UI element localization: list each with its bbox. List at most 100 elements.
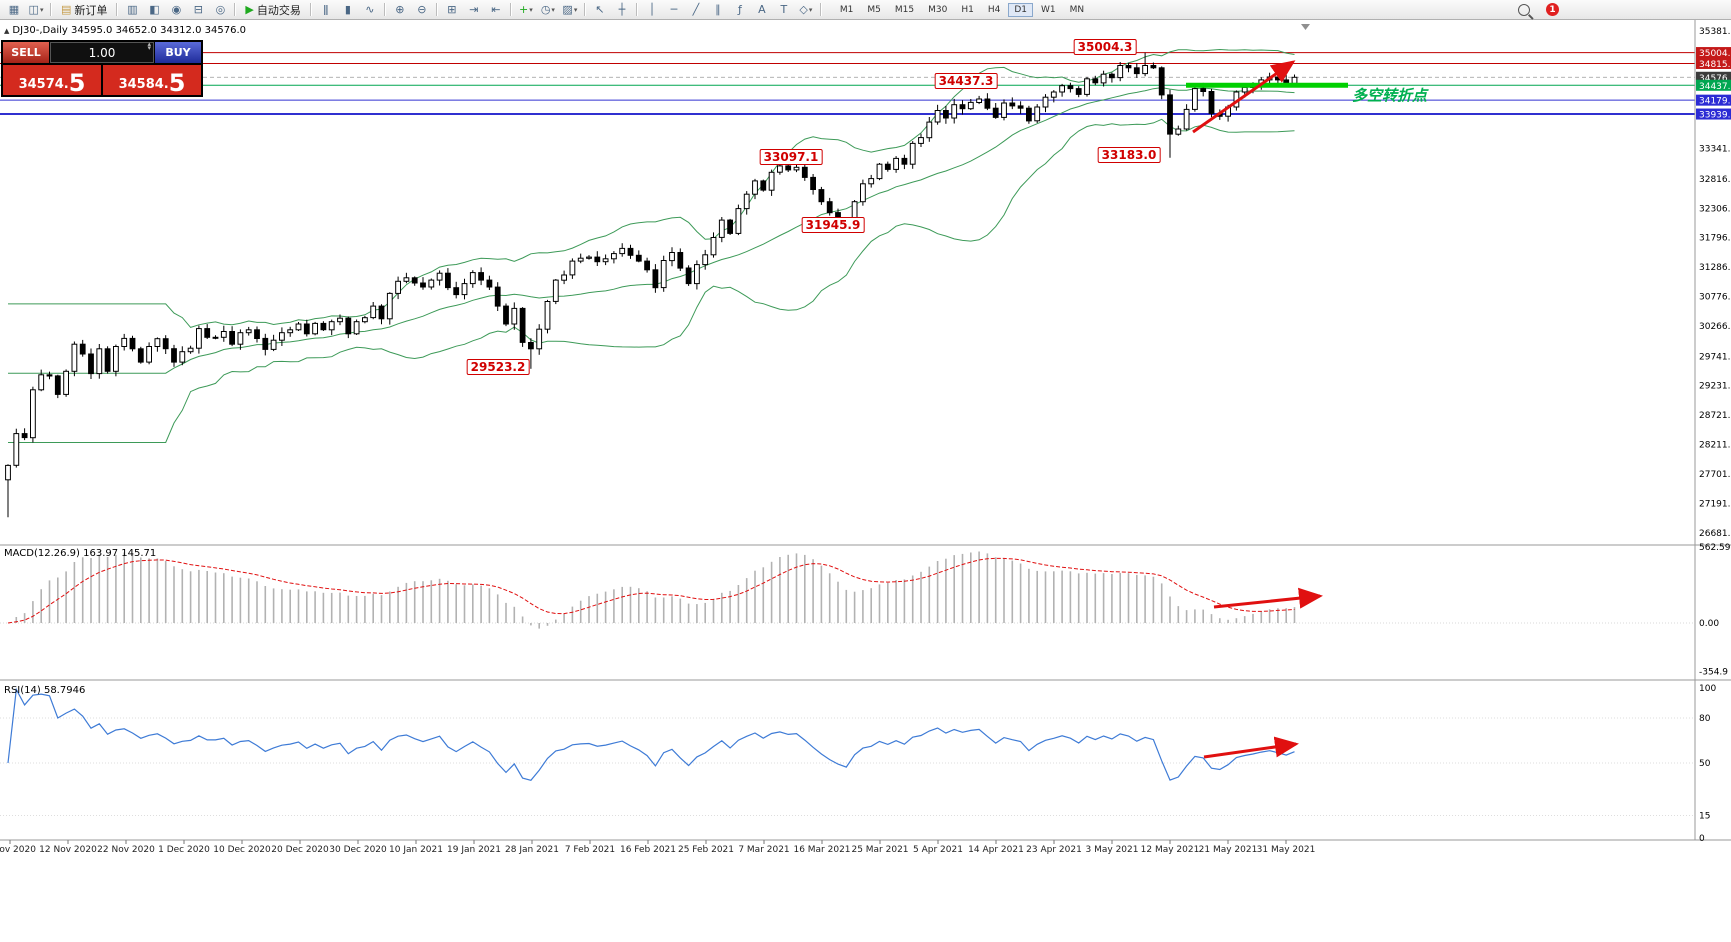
svg-text:0: 0 xyxy=(1699,834,1705,844)
horizontal-line-icon[interactable]: ─ xyxy=(664,2,684,18)
timeframe-d1[interactable]: D1 xyxy=(1008,2,1033,17)
sell-price-pips: 5 xyxy=(68,68,86,97)
data-window-icon[interactable]: ◧ xyxy=(144,2,164,18)
volume-up-icon[interactable]: ▴ xyxy=(147,40,151,48)
volume-down-icon[interactable]: ▾ xyxy=(147,43,151,52)
svg-text:80: 80 xyxy=(1699,714,1711,724)
svg-text:7 Feb 2021: 7 Feb 2021 xyxy=(565,845,615,855)
toolbar-separator xyxy=(383,3,386,16)
indicators-button[interactable]: + ▾ xyxy=(516,2,536,18)
vertical-line-icon[interactable]: │ xyxy=(642,2,662,18)
chart-shift-icon[interactable]: ⇤ xyxy=(486,2,506,18)
toolbar-separator xyxy=(234,3,237,16)
market-watch-icon[interactable]: ▥ xyxy=(122,2,142,18)
buy-button[interactable]: BUY xyxy=(155,42,201,63)
new-chart-icon[interactable]: ▦ xyxy=(4,2,24,18)
svg-text:1 Dec 2020: 1 Dec 2020 xyxy=(158,845,210,855)
text-icon[interactable]: A xyxy=(752,2,772,18)
toolbar-separator xyxy=(50,3,52,16)
volume-input[interactable]: 1.00 ▴ ▾ xyxy=(50,40,154,63)
svg-text:30266.0: 30266.0 xyxy=(1699,322,1731,332)
buy-price[interactable]: 34584. 5 xyxy=(103,65,201,95)
svg-text:100: 100 xyxy=(1699,684,1716,694)
timeframe-m15[interactable]: M15 xyxy=(894,4,915,15)
bar-chart-icon[interactable]: ǁ xyxy=(316,2,336,18)
line-chart-icon: ∿ xyxy=(365,3,375,16)
svg-text:19 Jan 2021: 19 Jan 2021 xyxy=(447,845,501,855)
toolbar-separator xyxy=(435,3,438,16)
svg-text:34179.5: 34179.5 xyxy=(1699,97,1731,107)
panel-separators xyxy=(0,544,1731,841)
shapes-icon[interactable]: ◇ ▾ xyxy=(796,2,816,18)
notification-badge[interactable]: 1 xyxy=(1546,3,1559,16)
timeframe-mn[interactable]: MN xyxy=(1069,4,1085,15)
svg-text:16 Feb 2021: 16 Feb 2021 xyxy=(620,845,676,855)
cursor-icon[interactable]: ↖ xyxy=(590,2,610,18)
data-window-icon: ◧ xyxy=(149,3,160,16)
periods-button[interactable]: ◷ ▾ xyxy=(538,2,558,18)
svg-text:4 Nov 2020: 4 Nov 2020 xyxy=(0,845,36,855)
search-icon[interactable] xyxy=(1518,4,1530,16)
svg-text:7 Mar 2021: 7 Mar 2021 xyxy=(738,845,789,855)
terminal-icon[interactable]: ⊟ xyxy=(188,2,208,18)
svg-text:28721.0: 28721.0 xyxy=(1699,411,1731,421)
label-icon[interactable]: T xyxy=(774,2,794,18)
trendline-icon[interactable]: ╱ xyxy=(686,2,706,18)
rsi-panel: 100 80 50 15 0 xyxy=(0,684,1716,844)
tile-windows-icon[interactable]: ⊞ xyxy=(442,2,462,18)
channel-icon: ∥ xyxy=(715,3,721,16)
svg-text:-354.9: -354.9 xyxy=(1699,668,1728,678)
auto-trading-button[interactable]: ▶ 自动交易 xyxy=(239,1,306,19)
timeframe-m5[interactable]: M5 xyxy=(867,4,881,15)
timeframe-m1[interactable]: M1 xyxy=(839,4,854,15)
caret-down-icon: ▾ xyxy=(573,5,578,14)
profiles-icon[interactable]: ◫ ▾ xyxy=(26,2,46,18)
auto-trading-button-label: 自动交易 xyxy=(256,3,301,17)
horizontal-level-lines[interactable] xyxy=(0,52,1695,116)
svg-text:34815.3: 34815.3 xyxy=(1699,60,1731,70)
sell-button[interactable]: SELL xyxy=(3,42,49,63)
svg-text:33939.0: 33939.0 xyxy=(1699,111,1731,121)
fibonacci-icon[interactable]: ƒ xyxy=(730,2,750,18)
timeframe-h1[interactable]: H1 xyxy=(961,4,974,15)
strategy-tester-icon[interactable]: ◎ xyxy=(210,2,230,18)
candlestick-chart-icon[interactable]: ▮ xyxy=(338,2,358,18)
svg-text:23 Apr 2021: 23 Apr 2021 xyxy=(1026,845,1082,855)
caret-down-icon: ▾ xyxy=(529,5,533,14)
price-axis[interactable]: 35381.0 33341.3 32816.0 32306.0 31796.0 31286… xyxy=(1694,20,1731,840)
channel-icon[interactable]: ∥ xyxy=(708,2,728,18)
sell-price[interactable]: 34574. 5 xyxy=(3,65,101,95)
svg-text:3 May 2021: 3 May 2021 xyxy=(1086,845,1139,855)
zoom-in-icon[interactable]: ⊕ xyxy=(390,2,410,18)
svg-text:25 Feb 2021: 25 Feb 2021 xyxy=(678,845,734,855)
templates-button[interactable]: ▨ ▾ xyxy=(560,2,580,18)
svg-text:32816.0: 32816.0 xyxy=(1699,175,1731,185)
timeframe-w1[interactable]: W1 xyxy=(1040,4,1056,15)
fibonacci-icon: ƒ xyxy=(737,3,742,16)
svg-text:25 Mar 2021: 25 Mar 2021 xyxy=(851,845,908,855)
svg-text:14 Apr 2021: 14 Apr 2021 xyxy=(968,845,1024,855)
expand-triangle-icon[interactable]: ▲ xyxy=(4,27,10,35)
new-order-button[interactable]: ▤ 新订单 xyxy=(55,1,113,19)
svg-text:32306.0: 32306.0 xyxy=(1699,204,1731,214)
navigator-icon[interactable]: ◉ xyxy=(166,2,186,18)
bollinger-bands xyxy=(8,48,1295,443)
candlestick-series xyxy=(5,24,1310,518)
crosshair-icon[interactable]: ┼ xyxy=(612,2,632,18)
timeframe-h4[interactable]: H4 xyxy=(987,4,1001,15)
auto-scroll-icon[interactable]: ⇥ xyxy=(464,2,484,18)
svg-text:33341.3: 33341.3 xyxy=(1699,145,1731,155)
svg-text:35004.3: 35004.3 xyxy=(1699,49,1731,59)
one-click-trading-panel: SELL 1.00 ▴ ▾ BUY 34574. 5 34584. 5 xyxy=(1,40,203,97)
svg-text:22 Nov 2020: 22 Nov 2020 xyxy=(97,845,155,855)
timeframe-m30[interactable]: M30 xyxy=(928,4,948,15)
new-chart-icon: ▦ xyxy=(8,3,20,16)
zoom-out-icon[interactable]: ⊖ xyxy=(412,2,432,18)
svg-text:29231.0: 29231.0 xyxy=(1699,382,1731,392)
line-chart-icon[interactable]: ∿ xyxy=(360,2,380,18)
chart-objects[interactable] xyxy=(1186,60,1348,759)
svg-text:26681.0: 26681.0 xyxy=(1699,529,1731,539)
symbol-ohlc-text: DJ30-,Daily 34595.0 34652.0 34312.0 3457… xyxy=(12,25,246,36)
